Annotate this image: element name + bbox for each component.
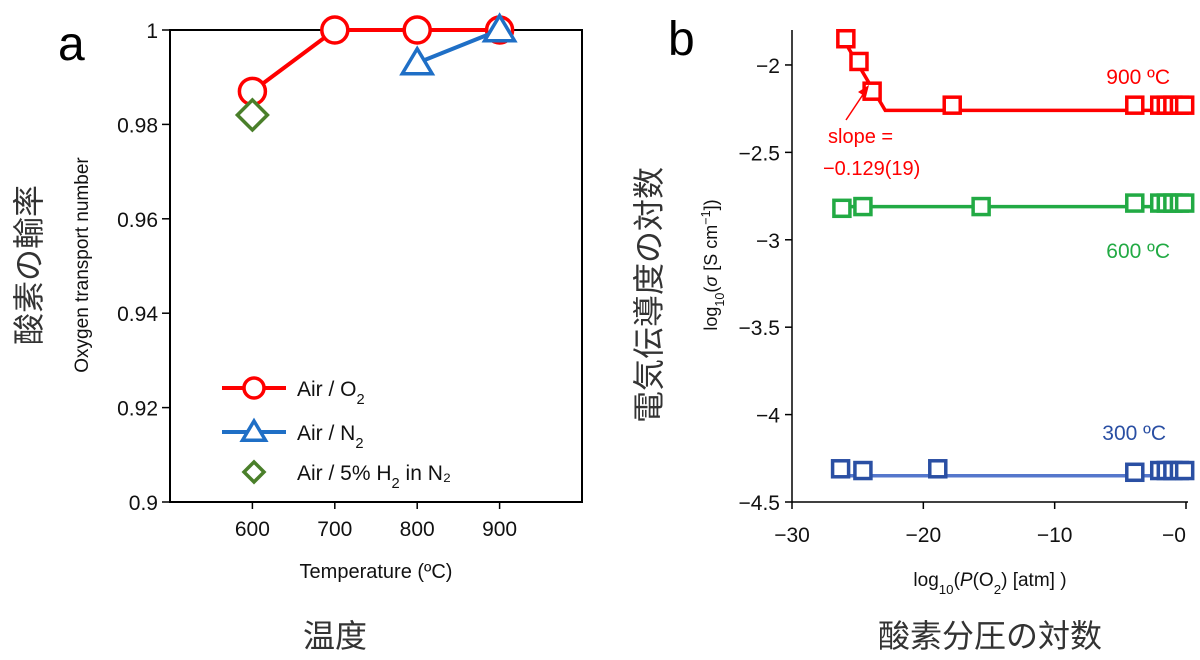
a-ytick-label: 0.98 xyxy=(117,114,158,137)
panel-b-label: b xyxy=(668,13,695,66)
slope-annotation: slope = −0.129(19) xyxy=(823,85,920,180)
panel-a-label: a xyxy=(58,18,85,71)
panel-b-xlabel-japanese: 酸素分圧の対数 xyxy=(878,617,1102,655)
b-series-2 xyxy=(830,459,1195,483)
a-legend-label: Air / O2 xyxy=(297,378,365,408)
a-legend-marker xyxy=(242,376,266,400)
a-ytick-label: 0.92 xyxy=(117,398,158,421)
a-legend-marker xyxy=(241,459,267,485)
b-data-point xyxy=(1125,462,1145,483)
b-data-point xyxy=(1125,95,1145,115)
panel-b-xlabel: log10(P(O2) [atm] ) xyxy=(913,570,1066,597)
b-series-label: 300 ºC xyxy=(1102,422,1166,445)
panel-b-ylabel-japanese: 電気伝導度の対数 xyxy=(630,167,668,423)
panel-a: a 酸素の輸率 Oxygen transport number 0.9 0.92 0… xyxy=(10,12,583,655)
a-data-point xyxy=(320,15,350,45)
a-ytick-label: 1 xyxy=(146,20,158,43)
a-data-point xyxy=(402,15,432,45)
a-series-line xyxy=(251,28,500,93)
b-data-point xyxy=(836,28,856,49)
a-series-2 xyxy=(234,97,270,133)
a-ytick-label: 0.96 xyxy=(117,209,158,232)
a-legend-marker xyxy=(239,417,269,442)
a-data-point xyxy=(399,45,436,76)
b-ytick-label: −3 xyxy=(756,230,780,253)
b-series-label: 600 ºC xyxy=(1106,240,1170,263)
b-xtick-label: −10 xyxy=(1037,524,1073,547)
a-ytick-label: 0.94 xyxy=(117,303,158,326)
b-data-point xyxy=(942,95,962,115)
a-data-point xyxy=(481,12,518,43)
panel-b: b 電気伝導度の対数 log10(σ [S cm−1]) −2 −2.5 −3 −3.… xyxy=(630,13,1195,655)
panel-a-xlabel-japanese: 温度 xyxy=(303,617,367,655)
b-series-0 xyxy=(836,28,1195,115)
panel-a-legend: Air / O2 Air / N2 Air / 5% H2 in N₂ xyxy=(222,376,451,492)
b-data-point xyxy=(832,198,852,219)
b-data-point xyxy=(1125,193,1145,213)
slope-arrow-line xyxy=(845,89,867,121)
a-ytick-label: 0.9 xyxy=(129,492,158,515)
b-data-point xyxy=(1174,460,1195,481)
a-xtick-label: 900 xyxy=(482,518,517,541)
b-data-point xyxy=(853,196,873,217)
b-data-point xyxy=(830,459,851,479)
a-legend-entry: Air / O2 xyxy=(222,376,365,408)
b-xtick-label: −30 xyxy=(774,524,810,547)
b-ytick-label: −2 xyxy=(756,55,780,78)
panel-a-ylabel-japanese: 酸素の輸率 xyxy=(10,185,48,345)
a-xtick-label: 700 xyxy=(317,518,352,541)
b-ytick-label: −4 xyxy=(756,405,780,428)
b-series-1 xyxy=(832,193,1195,219)
slope-value: −0.129(19) xyxy=(823,158,920,180)
panel-a-ylabel: Oxygen transport number xyxy=(72,157,93,373)
b-ytick-label: −4.5 xyxy=(739,492,780,515)
a-legend-label: Air / 5% H2 in N₂ xyxy=(297,462,451,492)
panel-b-ylabel: log10(σ [S cm−1]) xyxy=(699,199,727,330)
b-data-point xyxy=(849,51,869,72)
a-data-point xyxy=(234,97,270,133)
a-legend-entry: Air / N2 xyxy=(222,417,364,452)
a-series-1 xyxy=(399,12,518,76)
a-xtick-label: 600 xyxy=(235,518,270,541)
b-xtick-label: −0 xyxy=(1162,524,1186,547)
a-legend-label: Air / N2 xyxy=(297,422,364,452)
a-xtick-label: 800 xyxy=(400,518,435,541)
b-data-point xyxy=(1174,193,1195,213)
b-xtick-label: −20 xyxy=(906,524,942,547)
panel-a-xlabel: Temperature (ºC) xyxy=(300,561,453,583)
b-ytick-label: −3.5 xyxy=(739,317,780,340)
slope-label: slope = xyxy=(828,126,893,148)
b-data-point xyxy=(853,460,873,481)
slope-arrow-head xyxy=(858,85,869,97)
b-ytick-label: −2.5 xyxy=(739,142,780,165)
b-data-point xyxy=(1174,95,1195,115)
a-legend-entry: Air / 5% H2 in N₂ xyxy=(241,459,451,492)
b-data-point xyxy=(928,459,948,479)
b-series-label: 900 ºC xyxy=(1106,66,1170,89)
b-data-point xyxy=(971,196,991,217)
